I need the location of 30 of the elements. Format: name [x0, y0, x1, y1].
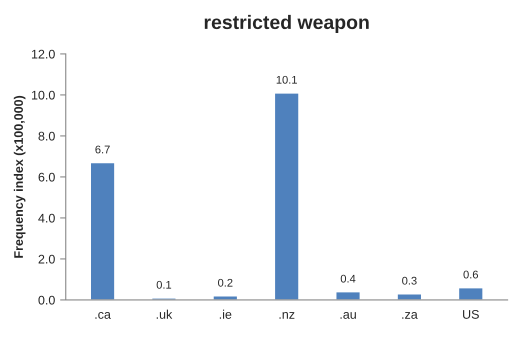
y-tick-label: 2.0: [38, 254, 55, 264]
y-tick-label: 6.0: [38, 172, 55, 182]
data-label: 6.7: [95, 146, 110, 154]
x-tick-label: US: [463, 310, 479, 319]
bar: [212, 295, 238, 300]
bar: [90, 162, 116, 300]
data-label: 0.6: [463, 270, 478, 278]
y-tick-label: 8.0: [38, 132, 55, 141]
x-tick-label: .uk: [156, 310, 172, 319]
data-label: 0.2: [218, 278, 232, 287]
data-label: 0.3: [402, 276, 417, 285]
x-tick-label: .ie: [220, 310, 232, 319]
y-axis-title: Frequency index (x100,000): [14, 96, 26, 258]
bar: [458, 286, 484, 300]
y-tick-label: 4.0: [38, 214, 55, 223]
bar: [150, 297, 177, 300]
bar: [335, 291, 362, 300]
x-tick-label: .ca: [95, 312, 111, 319]
bar: [396, 293, 422, 300]
x-tick-label: .au: [340, 312, 356, 319]
x-tick-label: .nz: [279, 312, 294, 319]
y-tick-label: 0.0: [38, 296, 55, 305]
chart-title: restricted weapon: [204, 14, 369, 33]
data-label: 0.1: [156, 280, 172, 289]
data-label: 10.1: [276, 76, 297, 84]
y-tick-label: 12.0: [32, 50, 55, 59]
data-label: 0.4: [340, 274, 356, 283]
x-tick-label: .za: [402, 312, 418, 319]
bar: [274, 92, 300, 300]
y-tick-label: 10.0: [32, 90, 55, 100]
